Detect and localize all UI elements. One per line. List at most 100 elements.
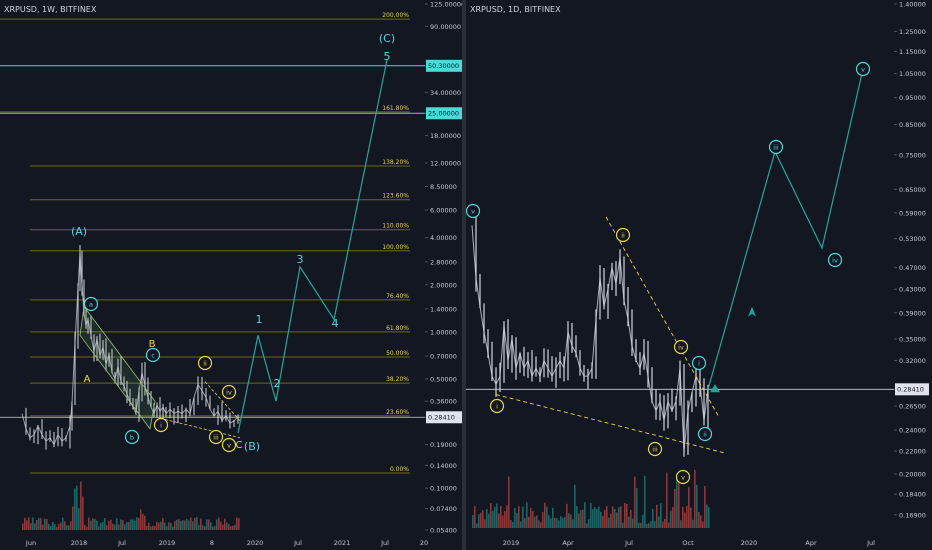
y-tick-label: 2.80000 <box>430 258 457 266</box>
volume-bar <box>126 522 128 530</box>
volume-bar <box>186 518 188 530</box>
x-tick-label: 2020 <box>741 539 758 547</box>
volume-bar <box>534 516 536 528</box>
wave-label-B: B <box>149 339 156 350</box>
x-tick-label: Apr <box>805 539 817 547</box>
volume-bar <box>234 524 236 530</box>
panel-divider[interactable] <box>462 0 466 550</box>
x-tick-label: Jul <box>624 539 633 547</box>
weekly-chart[interactable]: 200.00%161.80%138.20%123.60%110.00%100.0… <box>0 0 462 550</box>
volume-bar <box>118 524 120 530</box>
x-tick-label: 2019 <box>159 539 176 547</box>
volume-bar <box>586 523 588 528</box>
volume-bar <box>108 520 110 530</box>
volume-bar <box>556 518 558 528</box>
volume-bar <box>94 518 96 530</box>
volume-bar <box>654 521 656 528</box>
volume-bar <box>58 523 60 530</box>
volume-bar <box>162 518 164 530</box>
volume-bar <box>134 520 136 530</box>
x-tick-label: Oct <box>682 539 694 547</box>
volume-bar <box>106 525 108 530</box>
wave-label-iii-ring <box>768 139 784 155</box>
volume-bar <box>514 508 516 528</box>
volume-bar <box>110 519 112 530</box>
y-tick-label: 0.16900 <box>899 511 926 519</box>
volume-bar <box>30 523 32 530</box>
volume-bar <box>146 525 148 530</box>
x-tick-label: Jul <box>293 539 302 547</box>
y-tick-label: 0.07400 <box>430 505 457 513</box>
wave-label-v: v <box>681 474 685 482</box>
wave-label-i-ring <box>489 398 505 414</box>
y-tick-label: 0.35000 <box>899 335 926 343</box>
volume-bar <box>32 517 34 530</box>
wave-label-a: a <box>89 301 93 309</box>
volume-bar <box>238 518 240 530</box>
volume-bar <box>508 476 510 528</box>
volume-bar <box>142 513 144 530</box>
y-tick-label: 0.95000 <box>899 94 926 102</box>
volume-bar <box>566 503 568 528</box>
volume-bar <box>626 503 628 528</box>
wave-label-a-ring <box>83 296 99 312</box>
volume-bar <box>670 510 672 528</box>
volume-bar <box>648 523 650 528</box>
weekly-chart-panel[interactable]: 200.00% 161.80% 138.20% 123.60% 110.00% 100.0… <box>0 0 462 550</box>
volume-bar <box>628 516 630 528</box>
y-tick-label: 1.05000 <box>899 70 926 78</box>
volume-bar <box>72 506 74 530</box>
volume-bar <box>706 504 708 528</box>
volume-bar <box>694 469 696 528</box>
volume-bar <box>624 502 626 528</box>
wave-label-iv-ring <box>827 252 843 268</box>
volume-bar <box>194 517 196 530</box>
volume-bar <box>154 526 156 530</box>
volume-bar <box>70 521 72 530</box>
rocket-icon <box>748 306 756 317</box>
volume-bar <box>616 512 618 528</box>
volume-bar <box>512 521 514 528</box>
volume-bar <box>584 502 586 528</box>
volume-bar <box>664 518 666 528</box>
volume-bar <box>634 476 636 528</box>
volume-bar <box>686 505 688 528</box>
daily-chart-panel[interactable]: v i ii iii iv v i ii iii iv v 1.40000 1.25000 1.1500… <box>466 0 932 550</box>
volume-bar <box>152 525 154 530</box>
volume-bar <box>78 508 80 530</box>
volume-bar <box>668 522 670 528</box>
volume-bar <box>606 506 608 528</box>
volume-bar <box>642 514 644 528</box>
y-tick-label: 90.00000 <box>430 23 461 31</box>
volume-bar <box>502 515 504 528</box>
volume-bar <box>184 520 186 530</box>
volume-bar <box>236 517 238 530</box>
volume-bar <box>84 525 86 530</box>
volume-bar <box>28 517 30 530</box>
volume-bar <box>516 513 518 528</box>
volume-bar <box>676 473 678 528</box>
wave-label-c-ring <box>145 347 161 363</box>
y-tick-label: 6.00000 <box>430 207 457 215</box>
volume-bar <box>218 517 220 530</box>
drawings <box>466 68 894 454</box>
volume-bar <box>540 522 542 528</box>
wave-label-v-ring <box>466 203 481 219</box>
wave-label-iv: iv <box>226 389 232 397</box>
volume-bar <box>100 522 102 530</box>
volume-bar <box>472 514 474 528</box>
volume-bar <box>658 516 660 528</box>
volume-bar <box>518 505 520 528</box>
volume-bar <box>704 485 706 528</box>
volume-bar <box>554 518 556 528</box>
volume-bar <box>678 482 680 528</box>
y-tick-label: 34.00000 <box>430 89 461 97</box>
volume-bar <box>160 521 162 530</box>
volume-bar <box>684 512 686 528</box>
price-axis: 125.0000090.0000050.0000034.0000025.0000… <box>425 1 462 535</box>
volume-bar <box>590 502 592 528</box>
volume-bar <box>68 525 70 530</box>
volume-bar <box>558 520 560 528</box>
